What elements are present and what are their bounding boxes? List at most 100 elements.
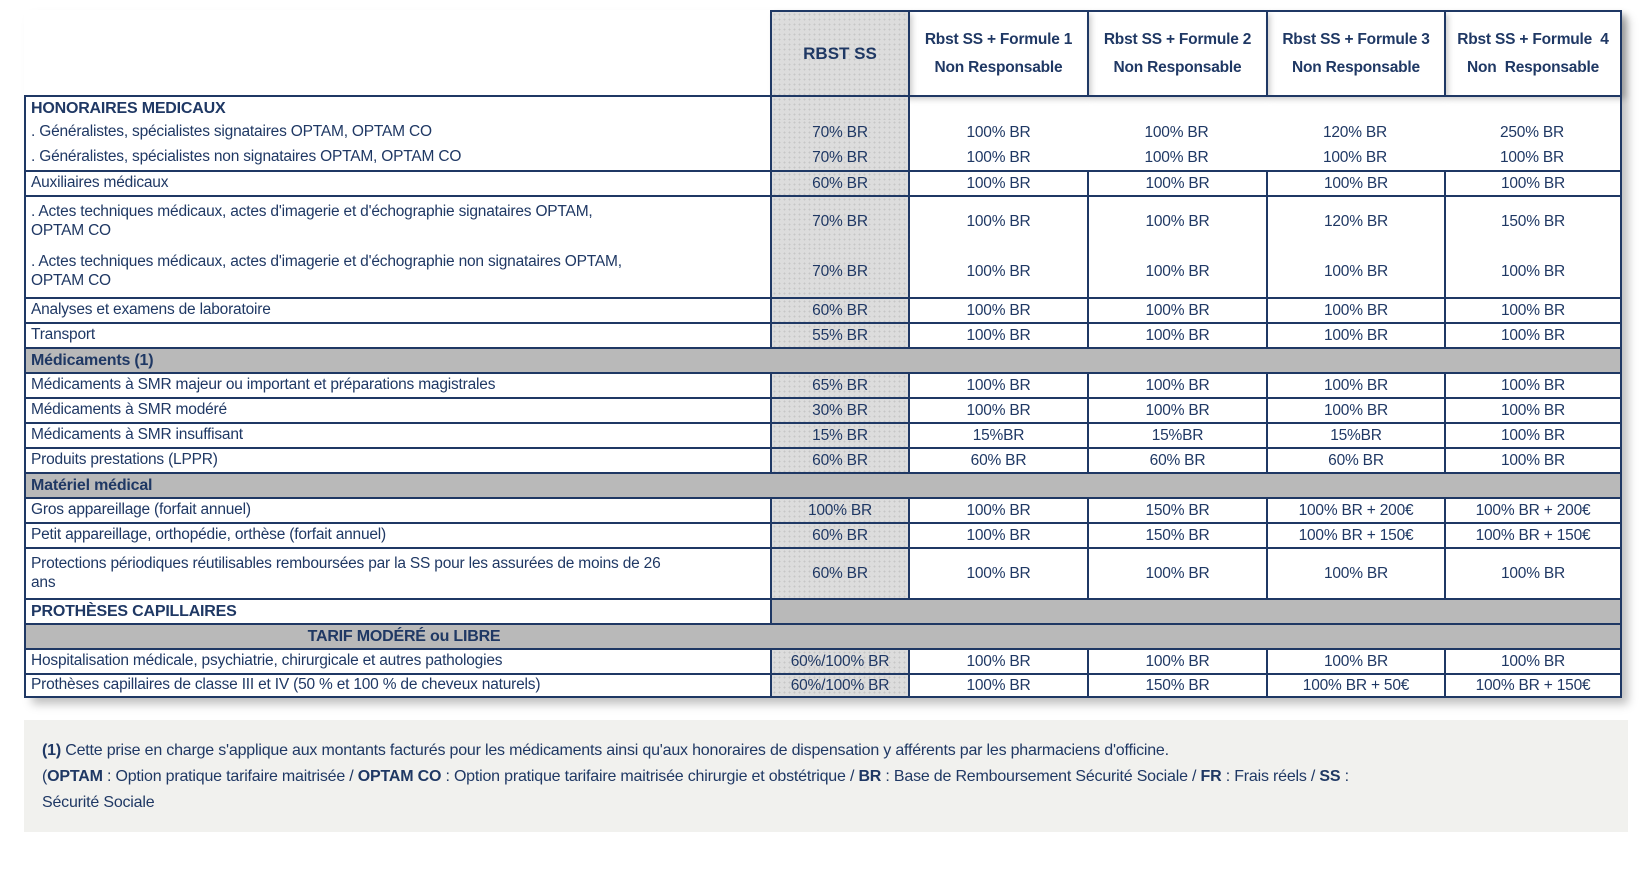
section-header: TARIF MODÉRÉ ou LIBRE <box>24 623 1622 648</box>
value-cell: 100% BR <box>1444 447 1622 472</box>
value-cell: 100% BR <box>1144 148 1209 166</box>
table-row: Médicaments à SMR majeur ou important et… <box>24 372 1622 397</box>
value-cell: 15%BR <box>908 422 1087 447</box>
section-row: Médicaments (1) <box>24 347 1622 372</box>
row-label: Auxiliaires médicaux <box>24 170 770 195</box>
value-cell: 100% BR <box>1087 246 1266 297</box>
section-row: PROTHÈSES CAPILLAIRES <box>24 598 1622 623</box>
table-row: Prothèses capillaires de classe III et I… <box>24 673 1622 698</box>
rbst-value-cell: 100% BR <box>770 497 908 522</box>
value-cell: 100% BR <box>908 522 1087 547</box>
value-cell: 100% BR + 200€ <box>1444 497 1622 522</box>
value-cell: 100% BR <box>908 673 1087 698</box>
footnote-line: Sécurité Sociale <box>42 794 155 811</box>
section-row: TARIF MODÉRÉ ou LIBRE <box>24 623 1622 648</box>
value-cell: 100% BR + 150€ <box>1444 673 1622 698</box>
table-row: Transport 55% BR 100% BR 100% BR 100% BR 100%… <box>24 322 1622 347</box>
rbst-value-cell: 60% BR <box>770 447 908 472</box>
row-label: . Actes techniques médicaux, actes d'ima… <box>24 195 770 246</box>
value-cell: 60% BR <box>1266 447 1444 472</box>
value-cell: 100% BR <box>908 322 1087 347</box>
rbst-value-cell: 60%/100% BR <box>770 648 908 673</box>
value-cell: 100% BR <box>1444 145 1622 170</box>
footnote-line: (OPTAM : Option pratique tarifaire maitr… <box>42 768 1349 785</box>
rbst-value-cell: 70% BR <box>770 145 908 170</box>
value-cell: 60% BR <box>908 447 1087 472</box>
value-cell: 100% BR <box>908 170 1087 195</box>
table-row: Auxiliaires médicaux 60% BR 100% BR 100% BR… <box>24 170 1622 195</box>
table-row: Petit appareillage, orthopédie, orthèse … <box>24 522 1622 547</box>
value-cell: 100% BR <box>1087 297 1266 322</box>
row-label: . Généralistes, spécialistes signataires… <box>24 120 770 145</box>
table-row: . Généralistes, spécialistes signataires… <box>24 120 1622 145</box>
coverage-table: RBST SS Rbst SS + Formule 1 Non Responsab… <box>24 10 1622 698</box>
value-cell: 60% BR <box>1087 447 1266 472</box>
table-row: . Actes techniques médicaux, actes d'ima… <box>24 246 1622 297</box>
value-cell: 100% BR <box>908 397 1087 422</box>
value-cell: 100% BR <box>1444 322 1622 347</box>
value-cell: 250% BR <box>1444 120 1622 145</box>
column-header-formule-2: Rbst SS + Formule 2 Non Responsable <box>1087 10 1266 95</box>
section-band <box>770 598 1622 623</box>
value-cell: 100% BR <box>908 497 1087 522</box>
section-header: Médicaments (1) <box>24 347 1622 372</box>
value-cell: 100% BR <box>1266 547 1444 598</box>
table-row: Protections périodiques réutilisables re… <box>24 547 1622 598</box>
footnotes: (1) Cette prise en charge s'applique aux… <box>24 720 1628 832</box>
table-row: Analyses et examens de laboratoire 60% BR… <box>24 297 1622 322</box>
row-label: Transport <box>24 322 770 347</box>
value-cell <box>908 95 1087 120</box>
value-cell: 100% BR + 150€ <box>1444 522 1622 547</box>
row-label: Petit appareillage, orthopédie, orthèse … <box>24 522 770 547</box>
table-row: . Actes techniques médicaux, actes d'ima… <box>24 195 1622 246</box>
table-row: Médicaments à SMR modéré 30% BR 100% BR 100… <box>24 397 1622 422</box>
value-cell: 100% BR <box>908 547 1087 598</box>
value-cell: 100% BR <box>1144 123 1209 141</box>
value-cell: 100% BR <box>1444 397 1622 422</box>
row-label: Prothèses capillaires de classe III et I… <box>24 673 770 698</box>
value-cell: 100% BR <box>908 120 1087 145</box>
value-cell: 100% BR <box>1444 547 1622 598</box>
value-cell: 100% BR <box>1266 322 1444 347</box>
value-cell: 150% BR <box>1087 522 1266 547</box>
section-header: Matériel médical <box>24 472 1622 497</box>
value-cell: 100% BR <box>1322 148 1388 166</box>
value-cell: 100% BR <box>1444 648 1622 673</box>
rbst-value-cell: 55% BR <box>770 322 908 347</box>
value-cell: 100% BR <box>1444 170 1622 195</box>
value-cell: 100% BR <box>1087 195 1266 246</box>
row-label: . Généralistes, spécialistes non signata… <box>24 145 770 170</box>
value-cell: 100% BR <box>1266 397 1444 422</box>
row-label: Médicaments à SMR modéré <box>24 397 770 422</box>
value-cell: 100% BR <box>1266 170 1444 195</box>
rbst-value-cell: 30% BR <box>770 397 908 422</box>
section-row: Matériel médical <box>24 472 1622 497</box>
table-row: Médicaments à SMR insuffisant 15% BR 15%BR… <box>24 422 1622 447</box>
rbst-value-cell: 70% BR <box>770 246 908 297</box>
section-header-label: TARIF MODÉRÉ ou LIBRE <box>307 627 501 645</box>
header-spacer <box>24 10 770 95</box>
column-header-rbst-ss: RBST SS <box>770 10 908 95</box>
value-cell <box>1087 95 1266 120</box>
value-cell: 100% BR + 50€ <box>1266 673 1444 698</box>
rbst-value-cell: 60% BR <box>770 297 908 322</box>
row-label: Gros appareillage (forfait annuel) <box>24 497 770 522</box>
header-row: RBST SS Rbst SS + Formule 1 Non Responsab… <box>24 10 1622 95</box>
table-row: Gros appareillage (forfait annuel) 100% B… <box>24 497 1622 522</box>
value-cell: 100% BR <box>1266 246 1444 297</box>
value-cell: 100% BR <box>1444 246 1622 297</box>
rbst-value-cell <box>770 95 908 120</box>
rbst-value-cell: 60% BR <box>770 170 908 195</box>
row-label: Produits prestations (LPPR) <box>24 447 770 472</box>
rbst-value-cell: 60% BR <box>770 522 908 547</box>
value-cell: 120% BR <box>1266 195 1444 246</box>
value-cell: 100% BR <box>1087 547 1266 598</box>
value-cell: 100% BR + 150€ <box>1266 522 1444 547</box>
value-cell: 100% BR <box>908 372 1087 397</box>
row-label: . Actes techniques médicaux, actes d'ima… <box>24 246 770 297</box>
value-cell: 100% BR <box>1444 372 1622 397</box>
value-cell: 150% BR <box>1087 673 1266 698</box>
value-cell: 100% BR <box>1266 297 1444 322</box>
value-cell: 100% BR <box>1444 297 1622 322</box>
value-cell: 100% BR <box>1266 372 1444 397</box>
